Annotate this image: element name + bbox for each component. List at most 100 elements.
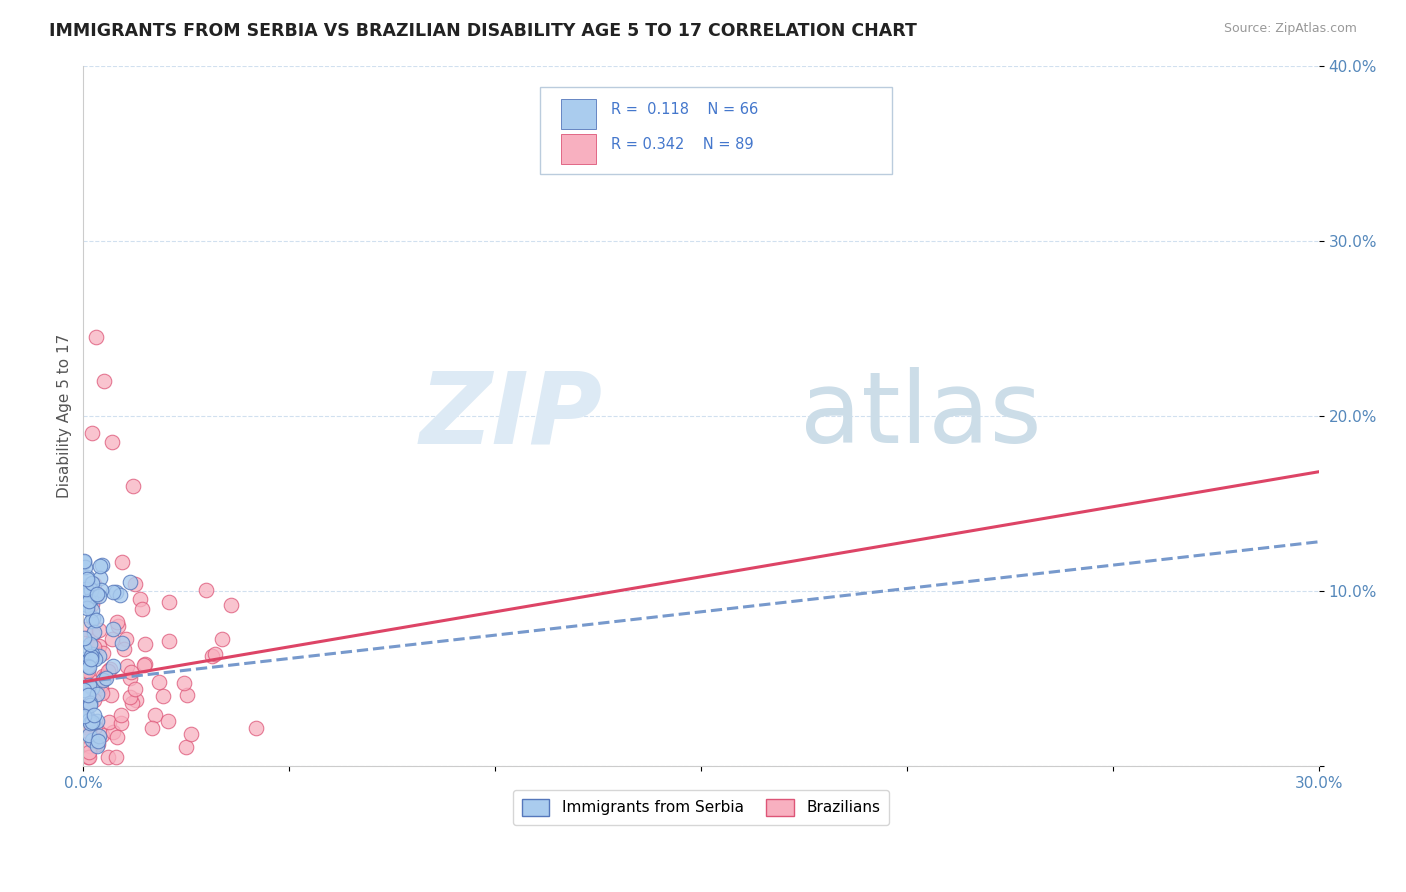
- Point: [124, 577, 146, 591]
- Point: [77, 745, 100, 759]
- Point: [80, 426, 103, 441]
- Point: [79, 577, 101, 591]
- Point: [86, 687, 108, 701]
- Point: [120, 665, 142, 679]
- Point: [101, 622, 124, 636]
- Point: [83, 624, 105, 639]
- Point: [121, 479, 143, 493]
- Text: ZIP: ZIP: [419, 368, 602, 464]
- Point: [76, 600, 98, 615]
- Text: Source: ZipAtlas.com: Source: ZipAtlas.com: [1223, 22, 1357, 36]
- Text: R = 0.342    N = 89: R = 0.342 N = 89: [610, 137, 754, 153]
- Point: [76, 570, 98, 584]
- Point: [89, 558, 111, 573]
- Point: [128, 591, 150, 606]
- Point: [73, 640, 96, 655]
- Point: [77, 658, 100, 673]
- Point: [76, 709, 98, 723]
- Point: [86, 587, 108, 601]
- Point: [114, 632, 136, 646]
- Point: [80, 602, 103, 616]
- Point: [97, 664, 120, 678]
- Bar: [561, 134, 596, 163]
- Point: [80, 582, 103, 597]
- Point: [79, 739, 101, 754]
- Point: [100, 632, 122, 646]
- Bar: [561, 99, 596, 128]
- Point: [134, 657, 156, 672]
- Point: [173, 676, 195, 690]
- Point: [112, 642, 135, 657]
- Point: [221, 598, 243, 612]
- Point: [83, 576, 105, 591]
- Point: [73, 669, 96, 683]
- Point: [80, 649, 103, 664]
- Point: [200, 649, 222, 664]
- Point: [82, 732, 104, 747]
- Point: [131, 601, 153, 615]
- Point: [194, 582, 217, 597]
- Point: [89, 623, 111, 637]
- Point: [121, 696, 143, 710]
- Y-axis label: Disability Age 5 to 17: Disability Age 5 to 17: [58, 334, 72, 498]
- Point: [79, 698, 101, 712]
- Point: [84, 613, 107, 627]
- Point: [73, 661, 96, 675]
- Point: [84, 590, 107, 604]
- Point: [143, 707, 166, 722]
- Point: [77, 713, 100, 727]
- Point: [105, 750, 128, 764]
- Text: atlas: atlas: [800, 368, 1042, 464]
- Point: [82, 627, 104, 641]
- Point: [77, 678, 100, 692]
- Point: [83, 681, 105, 695]
- Point: [87, 733, 110, 747]
- Point: [79, 725, 101, 739]
- Point: [83, 719, 105, 733]
- Point: [101, 725, 124, 739]
- Point: [75, 582, 97, 596]
- Point: [107, 618, 129, 632]
- Point: [79, 716, 101, 731]
- Point: [73, 720, 96, 734]
- Text: R =  0.118    N = 66: R = 0.118 N = 66: [610, 103, 758, 117]
- Point: [117, 659, 139, 673]
- Point: [82, 610, 104, 624]
- Point: [97, 715, 120, 730]
- Point: [148, 675, 170, 690]
- Point: [76, 598, 98, 612]
- Point: [120, 575, 142, 590]
- Point: [105, 585, 128, 599]
- Point: [101, 659, 124, 673]
- Point: [105, 615, 128, 629]
- Point: [77, 727, 100, 741]
- Point: [90, 681, 112, 695]
- Legend: Immigrants from Serbia, Brazilians: Immigrants from Serbia, Brazilians: [513, 789, 890, 825]
- Point: [101, 584, 124, 599]
- Point: [80, 647, 103, 661]
- Point: [90, 728, 112, 742]
- Text: IMMIGRANTS FROM SERBIA VS BRAZILIAN DISABILITY AGE 5 TO 17 CORRELATION CHART: IMMIGRANTS FROM SERBIA VS BRAZILIAN DISA…: [49, 22, 917, 40]
- Point: [174, 739, 197, 754]
- Point: [73, 717, 96, 731]
- Point: [101, 435, 124, 450]
- Point: [82, 575, 104, 590]
- Point: [90, 583, 112, 598]
- Point: [134, 637, 156, 651]
- Point: [86, 714, 108, 728]
- Point: [204, 647, 226, 661]
- Point: [76, 750, 98, 764]
- Point: [73, 556, 96, 570]
- Point: [89, 639, 111, 653]
- Point: [80, 651, 103, 665]
- Point: [110, 708, 132, 723]
- Point: [73, 560, 96, 574]
- Point: [87, 729, 110, 743]
- Point: [141, 721, 163, 735]
- Point: [73, 652, 96, 666]
- Point: [80, 681, 103, 695]
- Point: [79, 673, 101, 687]
- Point: [77, 660, 100, 674]
- Point: [86, 739, 108, 753]
- Point: [157, 595, 180, 609]
